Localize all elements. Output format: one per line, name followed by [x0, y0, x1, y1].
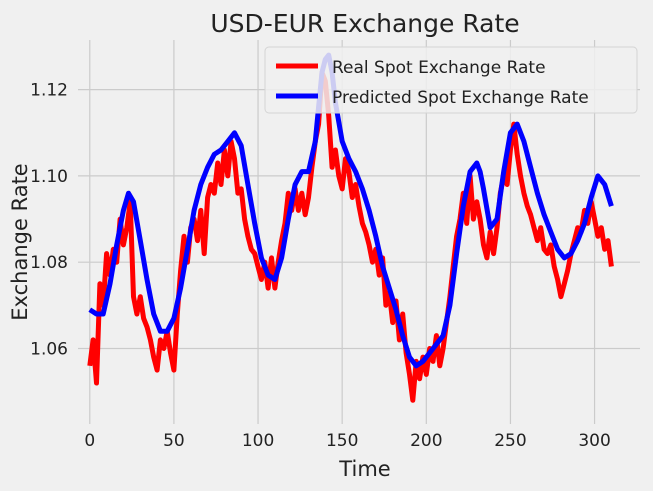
x-tick-label: 0: [84, 431, 95, 451]
legend-frame: [264, 46, 638, 114]
legend-label-real: Real Spot Exchange Rate: [332, 58, 546, 78]
tick-labels: 0 50 100 150 200 250 300 1.06 1.08 1.10 1.12: [30, 81, 611, 451]
y-axis-label: Exchange Rate: [8, 163, 32, 320]
x-tick-label: 300: [578, 431, 610, 451]
x-tick-label: 150: [326, 431, 358, 451]
series-predicted: [88, 52, 614, 369]
y-tick-label: 1.10: [30, 167, 68, 187]
y-tick-label: 1.12: [30, 81, 68, 101]
x-tick-label: 250: [494, 431, 526, 451]
chart-title: USD-EUR Exchange Rate: [210, 9, 519, 38]
series-layer: [87, 52, 614, 403]
y-tick-label: 1.08: [30, 253, 68, 273]
x-axis-label: Time: [338, 457, 390, 481]
x-tick-label: 50: [163, 431, 185, 451]
real-rate-line: [87, 69, 614, 403]
y-tick-label: 1.06: [30, 339, 68, 359]
legend: Real Spot Exchange Rate Predicted Spot E…: [264, 46, 638, 114]
x-tick-label: 100: [242, 431, 274, 451]
legend-label-predicted: Predicted Spot Exchange Rate: [332, 88, 589, 108]
x-tick-label: 200: [410, 431, 442, 451]
